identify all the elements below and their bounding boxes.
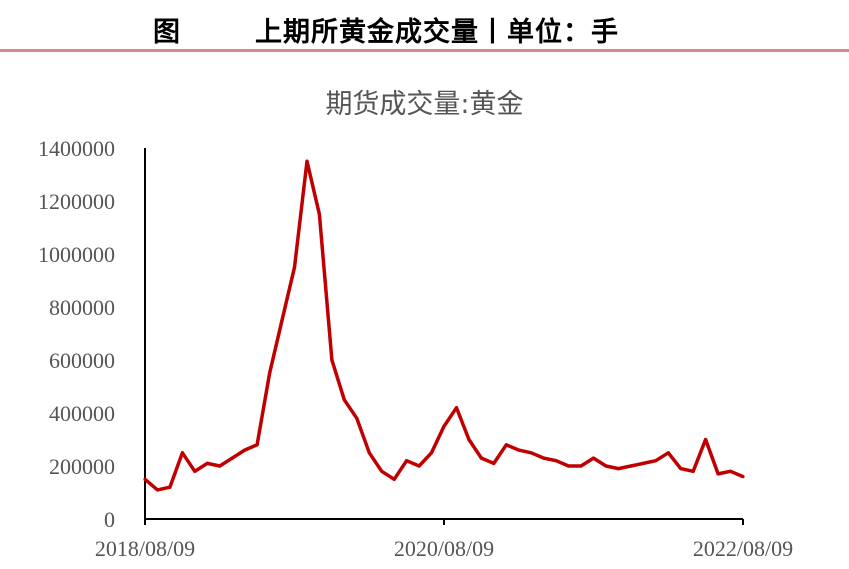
data-point: [629, 464, 633, 468]
y-tick-label: 1000000: [38, 242, 115, 267]
y-tick-label: 1400000: [38, 136, 115, 161]
data-point: [330, 358, 334, 362]
data-point: [230, 456, 234, 460]
figure-label: 图: [153, 17, 180, 48]
data-point: [255, 443, 259, 447]
data-point: [728, 469, 733, 473]
data-point: [280, 318, 284, 322]
x-tick-label: 2020/08/09: [394, 536, 494, 561]
data-point: [429, 451, 434, 455]
data-point: [317, 212, 321, 216]
data-point: [143, 477, 147, 481]
y-tick-label: 400000: [49, 401, 115, 426]
data-point: [591, 456, 596, 460]
series: [143, 159, 745, 492]
header-bar: 图 上期所黄金成交量丨单位：手: [0, 0, 849, 52]
y-tick-label: 600000: [49, 348, 115, 373]
data-point: [504, 443, 508, 447]
data-point: [218, 464, 222, 468]
data-point: [180, 451, 184, 455]
y-tick-label: 0: [104, 507, 115, 532]
data-point: [567, 464, 571, 468]
data-point: [554, 459, 558, 463]
data-point: [268, 371, 272, 375]
data-point: [367, 451, 371, 455]
data-point: [155, 488, 160, 492]
data-point: [355, 416, 359, 420]
y-axis: 1400000 1200000 1000000 800000 600000 400000 2…: [38, 136, 146, 532]
y-tick-label: 800000: [49, 295, 115, 320]
data-point: [467, 437, 471, 442]
y-tick-label: 200000: [49, 454, 115, 479]
x-tick-label: 2022/08/09: [693, 536, 793, 561]
data-point: [579, 464, 583, 468]
figure-title: 上期所黄金成交量丨单位：手: [255, 17, 619, 48]
series-line: [143, 159, 744, 492]
data-point: [716, 472, 720, 476]
header-divider: [0, 49, 849, 52]
data-point: [342, 398, 346, 402]
data-point: [704, 437, 708, 442]
data-point: [517, 448, 521, 452]
data-point: [442, 424, 446, 428]
data-point: [243, 448, 247, 452]
data-point: [666, 451, 670, 455]
chart-title: 期货成交量:黄金: [325, 89, 524, 120]
data-point: [616, 467, 621, 471]
data-point: [417, 464, 421, 468]
data-point: [691, 469, 695, 473]
x-axis: 2018/08/09 2020/08/09 2022/08/09: [95, 518, 793, 561]
data-point: [529, 451, 533, 455]
data-point: [542, 456, 546, 460]
y-tick-label: 1200000: [38, 189, 115, 214]
data-point: [168, 485, 172, 489]
data-point: [679, 467, 683, 471]
data-point: [479, 456, 483, 460]
data-point: [405, 459, 409, 463]
data-point: [193, 469, 197, 473]
data-point: [305, 159, 309, 163]
data-point: [641, 461, 645, 465]
data-point: [205, 461, 209, 465]
data-point: [380, 469, 384, 473]
data-point: [292, 265, 297, 269]
data-point: [604, 464, 608, 468]
data-point: [492, 461, 496, 465]
data-point: [741, 475, 745, 479]
x-tick-label: 2018/08/09: [95, 536, 195, 561]
data-point: [654, 459, 658, 463]
data-point: [392, 477, 396, 481]
data-point: [454, 406, 459, 410]
